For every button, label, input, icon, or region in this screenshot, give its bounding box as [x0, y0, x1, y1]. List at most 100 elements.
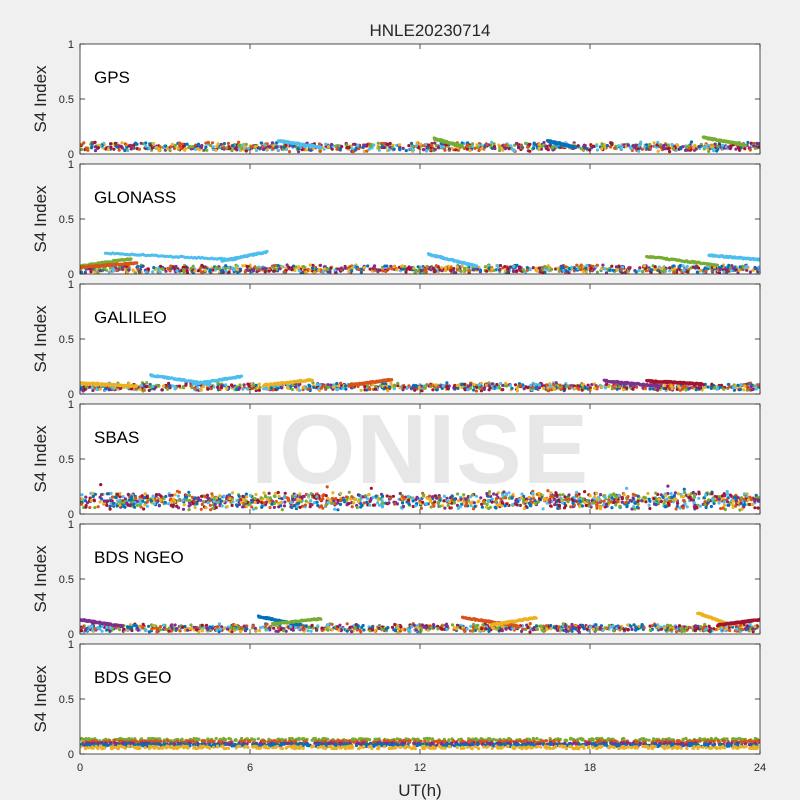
data-point [743, 147, 747, 151]
data-point [509, 144, 513, 148]
data-point [372, 264, 377, 268]
data-point [689, 266, 693, 270]
data-point [583, 385, 587, 390]
data-point [645, 146, 649, 150]
data-point [592, 267, 596, 271]
data-point [144, 270, 148, 274]
data-point [248, 266, 252, 270]
axes-background [80, 284, 760, 394]
data-point [487, 266, 491, 270]
data-point [319, 145, 323, 150]
data-point [646, 491, 650, 496]
data-point [219, 385, 223, 389]
data-point [427, 143, 431, 147]
data-point [731, 386, 736, 390]
data-point [611, 268, 616, 272]
data-point [155, 145, 159, 150]
data-point [634, 270, 638, 274]
data-point [466, 141, 470, 145]
data-point [398, 491, 402, 496]
data-point [200, 263, 204, 267]
data-point [531, 266, 535, 270]
data-point [157, 269, 161, 274]
data-point [270, 141, 274, 145]
data-point [434, 264, 438, 268]
data-point [462, 266, 467, 270]
data-point [335, 388, 339, 392]
data-point [93, 149, 98, 153]
data-point [593, 386, 597, 390]
data-point [447, 384, 451, 388]
data-point [343, 266, 347, 270]
data-point [235, 387, 239, 391]
data-point [450, 146, 454, 150]
data-point [209, 387, 213, 391]
data-point [495, 382, 499, 387]
data-point [537, 146, 541, 150]
data-point [615, 387, 619, 391]
data-point [483, 265, 487, 269]
data-point [84, 385, 88, 389]
data-point [82, 141, 86, 145]
data-point [600, 142, 604, 146]
data-point [296, 147, 300, 151]
data-point [710, 382, 714, 386]
data-point [542, 140, 546, 145]
data-point [490, 267, 494, 271]
data-point [115, 268, 119, 273]
data-point [446, 387, 450, 391]
data-point [282, 145, 286, 149]
data-point [652, 141, 656, 145]
data-point [497, 143, 501, 147]
data-point [475, 143, 479, 147]
data-point [584, 266, 588, 270]
data-point [582, 146, 587, 150]
data-point [326, 385, 330, 389]
data-point [623, 270, 627, 274]
data-point [537, 383, 541, 387]
data-point [183, 265, 187, 269]
data-point [748, 270, 753, 274]
data-point [322, 493, 326, 497]
data-point [326, 383, 330, 387]
data-point [734, 268, 738, 272]
data-point [508, 384, 512, 388]
data-point [595, 144, 599, 148]
data-point [436, 146, 440, 150]
data-point [542, 386, 546, 390]
data-point [136, 264, 140, 268]
data-point [400, 264, 404, 268]
data-point [168, 149, 172, 153]
data-point [522, 387, 526, 391]
data-point [429, 505, 433, 509]
data-point [717, 271, 722, 274]
data-point [144, 144, 148, 148]
data-point [379, 141, 384, 146]
data-point [501, 148, 505, 152]
data-point [138, 267, 143, 272]
data-point [263, 270, 267, 274]
data-point [424, 270, 428, 274]
data-point [676, 144, 680, 148]
data-point [549, 388, 554, 392]
data-point [526, 145, 530, 149]
data-point [98, 269, 103, 273]
data-point [528, 267, 532, 272]
data-point [368, 387, 372, 391]
data-point [256, 386, 260, 390]
data-point [413, 271, 417, 274]
data-point [177, 384, 182, 388]
data-point [296, 150, 301, 154]
data-point [263, 143, 267, 147]
data-point [424, 267, 429, 271]
data-point [253, 144, 257, 149]
data-point [203, 268, 208, 272]
data-point [460, 385, 464, 389]
data-point [670, 142, 674, 147]
data-point [540, 144, 545, 148]
data-point [204, 506, 208, 510]
data-point [367, 147, 371, 151]
data-point [456, 386, 460, 390]
data-point [603, 267, 607, 271]
data-point [89, 146, 94, 150]
